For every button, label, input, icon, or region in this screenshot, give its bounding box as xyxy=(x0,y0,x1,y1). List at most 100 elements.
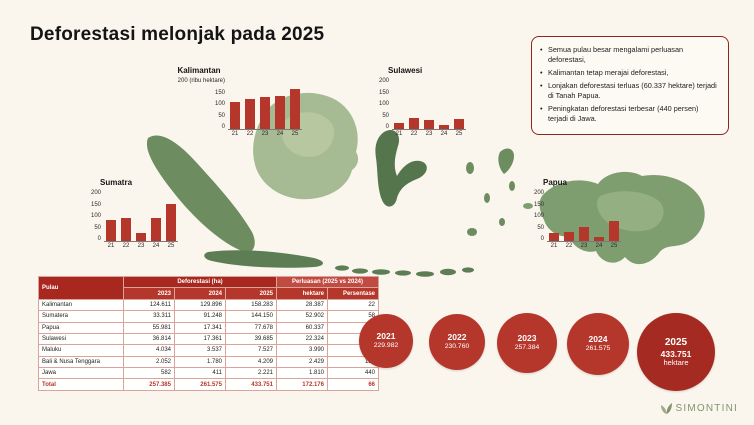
key-finding-item: Kalimantan tetap merajai deforestasi, xyxy=(540,68,719,78)
circle-year: 2022 xyxy=(447,331,467,342)
y-tick-label: 200 xyxy=(90,190,101,196)
total-circle-2021: 2021 229.982 xyxy=(359,314,413,368)
x-tick-label: 22 xyxy=(565,243,573,249)
circle-year: 2024 xyxy=(588,333,608,344)
x-tick-label: 23 xyxy=(137,243,145,249)
leaf-icon xyxy=(660,403,672,414)
total-circle-2022: 2022 230.760 xyxy=(429,314,485,370)
x-tick-label: 22 xyxy=(122,243,130,249)
plot-area xyxy=(547,190,621,242)
cell-value: 17.341 xyxy=(174,321,226,334)
key-findings-box: Semua pulau besar mengalami perluasan de… xyxy=(531,36,729,136)
cell-value: 60.337 xyxy=(276,321,328,334)
cell-value: 129.896 xyxy=(174,298,226,312)
chart-sumatra: Sumatra 200 150 100 50 0 21 22 23 24 25 xyxy=(88,178,178,249)
table-row: Sumatera 33.311 91.248 144.150 52.902 58 xyxy=(38,310,379,323)
bar-sumatra-23 xyxy=(136,232,146,241)
chart-body: 200 150 100 50 0 21 22 23 24 25 xyxy=(531,190,621,249)
circle-value: 433.751 xyxy=(660,348,692,359)
total-circle-2025: 2025 433.751 hektare xyxy=(637,313,715,391)
x-tick-label: 25 xyxy=(167,243,175,249)
x-axis: 21 22 23 24 25 xyxy=(228,130,302,137)
chart-papua: Papua 200 150 100 50 0 21 22 23 24 25 xyxy=(531,178,621,249)
table-row: Kalimantan 124.611 129.896 158.283 28.387 22 xyxy=(38,298,379,312)
cell-pulau: Maluku xyxy=(38,344,124,357)
cell-value: 36.814 xyxy=(123,332,175,346)
bar-papua-23 xyxy=(579,226,589,241)
bar-papua-22 xyxy=(564,232,574,241)
y-tick-label: 0 xyxy=(221,124,225,130)
lesser-sunda-islands xyxy=(335,265,474,277)
group-header-perluasan: Perluasan (2025 vs 2024) xyxy=(276,275,379,289)
island-java xyxy=(204,250,323,268)
cell-value: 411 xyxy=(174,366,226,380)
island-sumatra xyxy=(146,135,255,253)
chart-kalimantan: Kalimantan 200 (ribu hektare) 150 100 50 0 2… xyxy=(170,66,302,137)
y-tick-label: 150 xyxy=(378,89,389,96)
circle-value: 229.982 xyxy=(373,342,399,350)
island-raja-ampat xyxy=(523,203,533,209)
bar-sulawesi-22 xyxy=(409,118,419,129)
page-title: Deforestasi melonjak pada 2025 xyxy=(30,24,325,45)
circle-year: 2023 xyxy=(517,332,537,343)
cell-value: 39.685 xyxy=(225,332,277,346)
cell-value: 1.780 xyxy=(174,355,226,369)
cell-value: 124.611 xyxy=(123,298,175,312)
bar-kalimantan-22 xyxy=(245,98,255,129)
plot-area xyxy=(104,190,178,242)
y-axis: 200 150 100 50 0 xyxy=(376,78,392,130)
bar-sumatra-25 xyxy=(166,204,176,241)
x-tick-label: 24 xyxy=(152,243,160,249)
y-tick-label: 100 xyxy=(378,101,389,107)
circle-year: 2025 xyxy=(664,336,688,348)
cell-value: 52.902 xyxy=(276,310,328,323)
table-total-row: Total 257.385 261.575 433.751 172.176 66 xyxy=(38,378,379,391)
cell-value: 261.575 xyxy=(174,378,226,391)
x-tick-label: 23 xyxy=(261,131,269,137)
cell-value: 2.052 xyxy=(123,355,175,369)
group-header-row: Pulau Deforestasi (ha) Perluasan (2025 v… xyxy=(38,275,379,300)
cell-value: 144.150 xyxy=(225,310,277,323)
x-axis: 21 22 23 24 25 xyxy=(392,130,466,137)
x-tick-label: 24 xyxy=(440,131,448,137)
col-header-pulau: Pulau xyxy=(38,276,124,300)
x-axis: 21 22 23 24 25 xyxy=(547,242,621,249)
cell-pulau: Total xyxy=(38,378,124,391)
cell-value: 3.537 xyxy=(174,344,226,357)
cell-value: 66 xyxy=(327,378,379,391)
circle-value: 261.575 xyxy=(585,345,611,353)
x-tick-label: 22 xyxy=(410,131,418,137)
chart-body: 200 150 100 50 0 21 22 23 24 25 xyxy=(376,78,466,137)
circle-unit: hektare xyxy=(663,357,689,367)
x-tick-label: 23 xyxy=(580,243,588,249)
x-tick-label: 21 xyxy=(395,131,403,137)
chart-body: 200 150 100 50 0 21 22 23 24 25 xyxy=(88,190,178,249)
cell-value: 22 xyxy=(327,298,379,312)
bar-sumatra-24 xyxy=(151,217,161,241)
x-tick-label: 25 xyxy=(291,131,299,137)
x-tick-label: 25 xyxy=(610,243,618,249)
chart-title: Sulawesi xyxy=(388,66,423,75)
cell-value: 22.324 xyxy=(276,332,328,346)
cell-value: 2.429 xyxy=(276,355,328,369)
cell-value: 1.810 xyxy=(276,366,328,380)
cell-value: 91.248 xyxy=(174,310,226,323)
cell-value: 33.311 xyxy=(123,310,175,323)
cell-value: 7.527 xyxy=(225,344,277,357)
plot-area xyxy=(228,78,302,130)
bar-kalimantan-21 xyxy=(230,102,240,129)
table-body: Kalimantan 124.611 129.896 158.283 28.387 22 S… xyxy=(38,298,379,391)
bar-sumatra-21 xyxy=(106,219,116,241)
bar-kalimantan-24 xyxy=(275,95,285,129)
y-tick-label: 150 xyxy=(214,89,225,96)
x-axis: 21 22 23 24 25 xyxy=(104,242,178,249)
cell-value: 172.176 xyxy=(276,378,328,391)
y-tick-label: 0 xyxy=(385,124,389,130)
y-tick-label: 200 xyxy=(378,78,389,84)
x-tick-label: 21 xyxy=(107,243,115,249)
bar-papua-25 xyxy=(609,221,619,241)
sub-header-2024: 2024 xyxy=(174,287,226,300)
logo-text: SIMONTINI xyxy=(675,403,738,414)
total-circle-2023: 2023 257.384 xyxy=(497,313,557,373)
bar-sulawesi-21 xyxy=(394,122,404,129)
